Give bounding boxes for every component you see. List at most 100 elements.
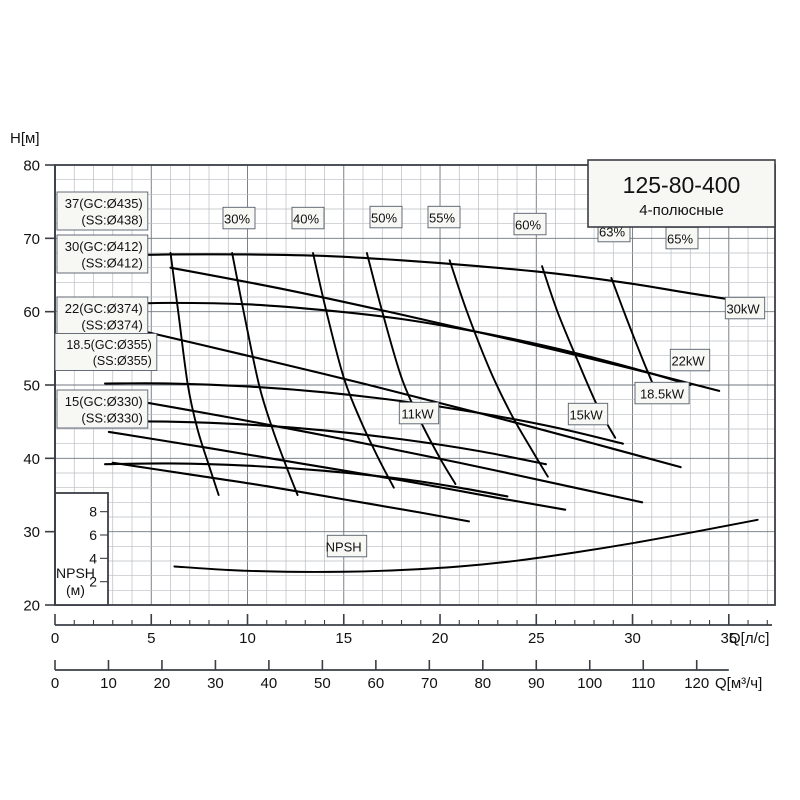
y-axis-tick-label: 30	[23, 524, 40, 541]
power-label-18.5kW-text: 18.5kW	[640, 386, 685, 401]
efficiency-label-50-box	[369, 205, 403, 229]
power-curve-11kW-line	[111, 461, 470, 523]
x-axis-primary-tick-label: 25	[528, 630, 545, 647]
efficiency-label-55-box	[427, 205, 461, 229]
efficiency-curve-55	[365, 252, 457, 485]
impeller-label-30kW: 30(GC:Ø412) (SS:Ø412)	[56, 234, 149, 274]
y-axis-tick-label: 80	[23, 158, 40, 175]
x-axis-secondary-title: Q[м³/ч]	[715, 675, 762, 692]
npsh-curve-label-box	[326, 534, 368, 558]
x-axis-primary-tick-label: 20	[432, 630, 449, 647]
efficiency-curve-50	[312, 252, 395, 489]
head-curve-18.5kW	[104, 420, 547, 466]
impeller-label-30kW-box	[56, 234, 149, 274]
x-axis-secondary-tick-label: 100	[577, 675, 602, 692]
y-axis-tick-label: 60	[23, 304, 40, 321]
x-axis-secondary-tick-label: 110	[631, 675, 655, 692]
impeller-label-15kW-text: (SS:Ø330)	[81, 411, 142, 426]
efficiency-label-60-box	[513, 212, 547, 236]
npsh-axis-tick-label: 6	[89, 527, 97, 543]
efficiency-label-63-text: 63%	[599, 224, 625, 239]
power-label-22kW-text: 22kW	[671, 353, 705, 368]
npsh-curve-label-text: NPSH	[326, 539, 362, 554]
power-label-15kW: 15kW	[567, 402, 609, 426]
efficiency-curve-65	[610, 276, 661, 401]
efficiency-label-55: 55%	[427, 205, 461, 229]
impeller-label-37kW-text: 37(GC:Ø435)	[65, 196, 143, 211]
impeller-label-37kW-box	[56, 191, 149, 231]
title-block: 125-80-400 4-полюсные	[587, 159, 776, 228]
x-axis-secondary-tick-label: 90	[528, 675, 545, 692]
npsh-axis-unit: (м)	[66, 582, 85, 598]
impeller-label-15kW-text: 15(GC:Ø330)	[65, 394, 143, 409]
x-axis-secondary-tick-label: 70	[421, 675, 438, 692]
chart-subtitle: 4-полюсные	[639, 202, 723, 219]
impeller-label-22kW-text: (SS:Ø374)	[81, 318, 142, 333]
impeller-label-22kW-text: 22(GC:Ø374)	[65, 301, 143, 316]
npsh-axis-title: NPSH	[56, 565, 95, 581]
efficiency-label-30: 30%	[222, 206, 256, 230]
npsh-axis-tick-label: 8	[89, 504, 97, 520]
label-layer: H[м]NPSH(м)Q[л/с]Q[м³/ч]37(GC:Ø435)(SS:Ø…	[10, 130, 776, 692]
power-label-30kW-text: 30kW	[726, 301, 760, 316]
power-label-11kW-text: 11kW	[401, 406, 434, 421]
efficiency-label-30-text: 30%	[224, 211, 250, 226]
impeller-label-18.5kW-box	[54, 333, 158, 371]
impeller-label-18.5kW: 18.5(GC:Ø355) (SS:Ø355)	[54, 333, 158, 371]
x-axis-secondary-tick-label: 10	[100, 675, 117, 692]
power-label-30kW: 30kW	[724, 296, 766, 320]
power-label-22kW: 22kW	[669, 348, 711, 372]
curve-layer	[104, 252, 765, 573]
impeller-label-18.5kW-text: (SS:Ø355)	[93, 354, 152, 368]
power-curve-22kW-line	[121, 325, 682, 469]
power-curve-30kW-line	[169, 266, 721, 392]
npsh-curve	[173, 518, 759, 573]
efficiency-curve-30	[169, 252, 220, 496]
x-axis-primary-tick-label: 35	[720, 630, 737, 647]
x-axis-primary-tick-label: 0	[51, 630, 59, 647]
efficiency-label-40-text: 40%	[293, 211, 319, 226]
impeller-label-22kW: 22(GC:Ø374) (SS:Ø374)	[56, 296, 149, 336]
x-axis-secondary-tick-label: 40	[261, 675, 278, 692]
impeller-label-22kW-box	[56, 296, 149, 336]
impeller-label-15kW: 15(GC:Ø330) (SS:Ø330)	[56, 389, 149, 429]
efficiency-label-60-text: 60%	[515, 217, 541, 232]
y-axis-tick-label: 50	[23, 378, 40, 395]
efficiency-label-50: 50%	[369, 205, 403, 229]
head-curve-22kW	[104, 382, 624, 445]
npsh-axis-box	[54, 492, 109, 606]
efficiency-label-65-text: 65%	[667, 231, 693, 246]
efficiency-label-40-box	[291, 206, 325, 230]
x-axis-secondary-tick-label: 60	[368, 675, 385, 692]
frame-layer	[54, 164, 776, 606]
efficiency-label-50-text: 50%	[371, 210, 397, 225]
x-axis-primary-title: Q[л/с]	[729, 630, 769, 647]
power-curve-18.5kW-line	[107, 394, 644, 504]
y-axis-tick-label: 20	[23, 598, 40, 615]
npsh-curve-label: NPSH	[326, 534, 368, 558]
impeller-label-37kW-text: (SS:Ø438)	[81, 213, 142, 228]
x-axis-primary-tick-label: 30	[624, 630, 641, 647]
impeller-label-37kW: 37(GC:Ø435) (SS:Ø438)	[56, 191, 149, 231]
impeller-label-15kW-box	[56, 389, 149, 429]
x-axis-primary-tick-label: 10	[239, 630, 256, 647]
power-label-18.5kW: 18.5kW	[634, 381, 690, 405]
efficiency-label-55-text: 55%	[429, 210, 455, 225]
power-label-15kW-box	[567, 402, 609, 426]
power-label-18.5kW-box	[634, 381, 690, 405]
power-label-22kW-box	[669, 348, 711, 372]
impeller-label-30kW-text: (SS:Ø412)	[81, 256, 142, 271]
chart-title: 125-80-400	[623, 172, 741, 198]
y-axis-title: H[м]	[10, 130, 39, 147]
x-axis-secondary-tick-label: 120	[684, 675, 709, 692]
power-label-11kW-box	[398, 401, 440, 425]
x-axis-primary-tick-label: 5	[147, 630, 155, 647]
efficiency-label-40: 40%	[291, 206, 325, 230]
title-block-box	[587, 159, 776, 228]
efficiency-curve-60	[448, 259, 549, 478]
power-curve-15kW-line	[107, 430, 567, 511]
head-curve-37kW	[104, 253, 765, 306]
